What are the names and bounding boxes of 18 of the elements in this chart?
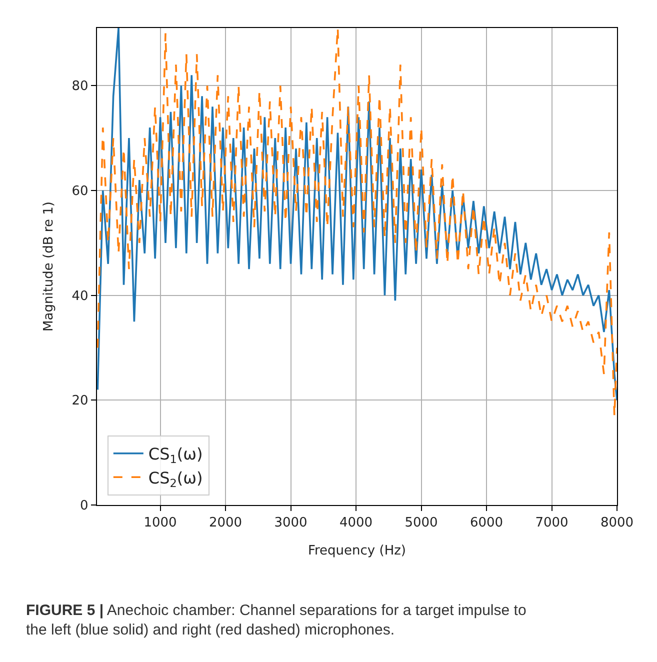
x-tick-label: 4000 — [339, 516, 373, 531]
x-tick-label: 2000 — [208, 516, 242, 531]
y-axis-title: Magnitude (dB re 1) — [42, 202, 57, 332]
x-tick-label: 7000 — [535, 516, 568, 531]
x-tick-label: 1000 — [144, 516, 177, 531]
x-axis-title: Frequency (Hz) — [308, 543, 406, 558]
legend-label: CS$_{2}$(ω) — [148, 468, 203, 490]
y-tick-label: 20 — [72, 394, 88, 409]
y-tick-label: 40 — [72, 288, 88, 304]
y-tick-label: 0 — [80, 498, 88, 514]
y-tick-label: 60 — [72, 184, 88, 200]
y-tick-label: 80 — [72, 79, 88, 94]
x-tick-label: 8000 — [600, 516, 634, 531]
legend-label: CS$_{1}$(ω) — [148, 444, 203, 466]
x-tick-label: 6000 — [470, 516, 504, 531]
caption: FIGURE 5 | Anechoic chamber: Channel separations for a target impulse to the left (blue solid) and right (red dashed) microphones. — [26, 602, 526, 638]
x-tick-label: 5000 — [404, 516, 438, 531]
x-tick-label: 3000 — [274, 516, 308, 531]
